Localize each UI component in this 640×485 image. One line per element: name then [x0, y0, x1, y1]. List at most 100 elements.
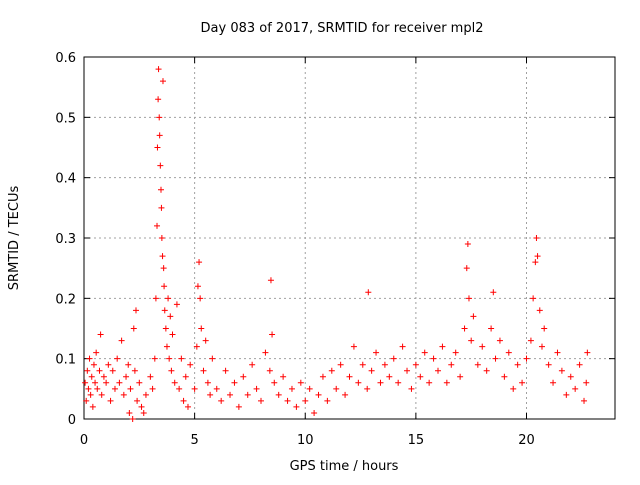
y-tick-label: 0.3: [55, 232, 76, 247]
x-tick-label: 0: [80, 433, 88, 448]
data-point: [131, 367, 138, 374]
data-point: [85, 385, 92, 392]
data-point: [100, 373, 107, 380]
data-points: [82, 66, 591, 422]
data-point: [408, 385, 415, 392]
data-point: [533, 235, 540, 241]
data-point: [576, 361, 583, 368]
data-point: [86, 355, 93, 362]
data-point: [536, 307, 543, 314]
data-point: [166, 355, 173, 362]
data-point: [94, 385, 101, 392]
data-point: [196, 259, 203, 266]
data-point: [152, 295, 159, 302]
data-point: [89, 403, 96, 410]
data-point: [342, 391, 349, 398]
data-point: [154, 222, 161, 229]
data-point: [129, 416, 136, 422]
data-point: [266, 367, 273, 374]
data-point: [293, 403, 300, 410]
data-point: [149, 385, 156, 392]
data-point: [554, 349, 561, 356]
data-point: [244, 391, 251, 398]
y-axis-label: SRMTID / TECUs: [7, 186, 22, 291]
data-point: [538, 343, 545, 350]
data-point: [464, 241, 471, 248]
data-point: [155, 96, 162, 103]
y-tick-label: 0.2: [55, 292, 76, 307]
data-point: [359, 361, 366, 368]
data-point: [107, 397, 114, 404]
data-point: [510, 385, 517, 392]
data-point: [111, 385, 118, 392]
data-point: [222, 367, 229, 374]
data-point: [167, 313, 174, 320]
data-point: [180, 397, 187, 404]
y-tick-label: 0.6: [55, 51, 76, 66]
data-point: [523, 355, 530, 362]
data-point: [519, 379, 526, 386]
data-point: [142, 391, 149, 398]
data-point: [191, 385, 198, 392]
data-point: [159, 253, 166, 260]
data-point: [311, 409, 318, 416]
data-point: [302, 397, 309, 404]
data-point: [474, 361, 481, 368]
data-point: [138, 403, 145, 410]
data-point: [198, 325, 205, 332]
data-point: [132, 307, 139, 314]
data-point: [328, 367, 335, 374]
data-point: [545, 361, 552, 368]
data-point: [297, 379, 304, 386]
data-point: [182, 373, 189, 380]
data-point: [103, 379, 110, 386]
data-point: [114, 355, 121, 362]
data-point: [258, 397, 264, 404]
data-point: [84, 367, 91, 374]
data-point: [159, 78, 166, 85]
data-point: [550, 379, 557, 386]
data-point: [218, 397, 225, 404]
data-point: [154, 144, 161, 151]
data-point: [337, 361, 344, 368]
data-point: [534, 253, 541, 260]
data-point: [156, 114, 163, 121]
data-point: [82, 379, 89, 386]
data-point: [373, 349, 380, 356]
data-point: [165, 295, 172, 302]
data-point: [130, 325, 137, 332]
data-point: [386, 373, 393, 380]
data-point: [333, 385, 340, 392]
data-point: [193, 343, 200, 350]
data-point: [492, 355, 499, 362]
data-point: [194, 283, 201, 290]
data-point: [160, 265, 167, 272]
data-point: [93, 349, 100, 356]
data-point: [584, 349, 591, 356]
data-point: [83, 397, 90, 404]
data-point: [227, 391, 234, 398]
data-point: [572, 385, 579, 392]
data-point: [98, 391, 105, 398]
data-point: [249, 361, 256, 368]
data-point: [173, 301, 180, 308]
data-point: [92, 379, 99, 386]
data-point: [136, 379, 143, 386]
data-point: [209, 355, 216, 362]
data-point: [184, 403, 191, 410]
data-point: [457, 373, 464, 380]
data-point: [368, 367, 375, 374]
data-point: [430, 355, 437, 362]
data-point: [284, 397, 291, 404]
data-point: [417, 373, 424, 380]
x-axis-label: GPS time / hours: [290, 459, 399, 474]
data-point: [563, 391, 570, 398]
data-point: [527, 337, 534, 344]
data-point: [207, 391, 214, 398]
y-tick-label: 0.1: [55, 353, 76, 368]
data-point: [280, 373, 287, 380]
data-point: [412, 361, 419, 368]
data-point: [395, 379, 402, 386]
data-point: [151, 355, 158, 362]
data-point: [126, 409, 133, 416]
